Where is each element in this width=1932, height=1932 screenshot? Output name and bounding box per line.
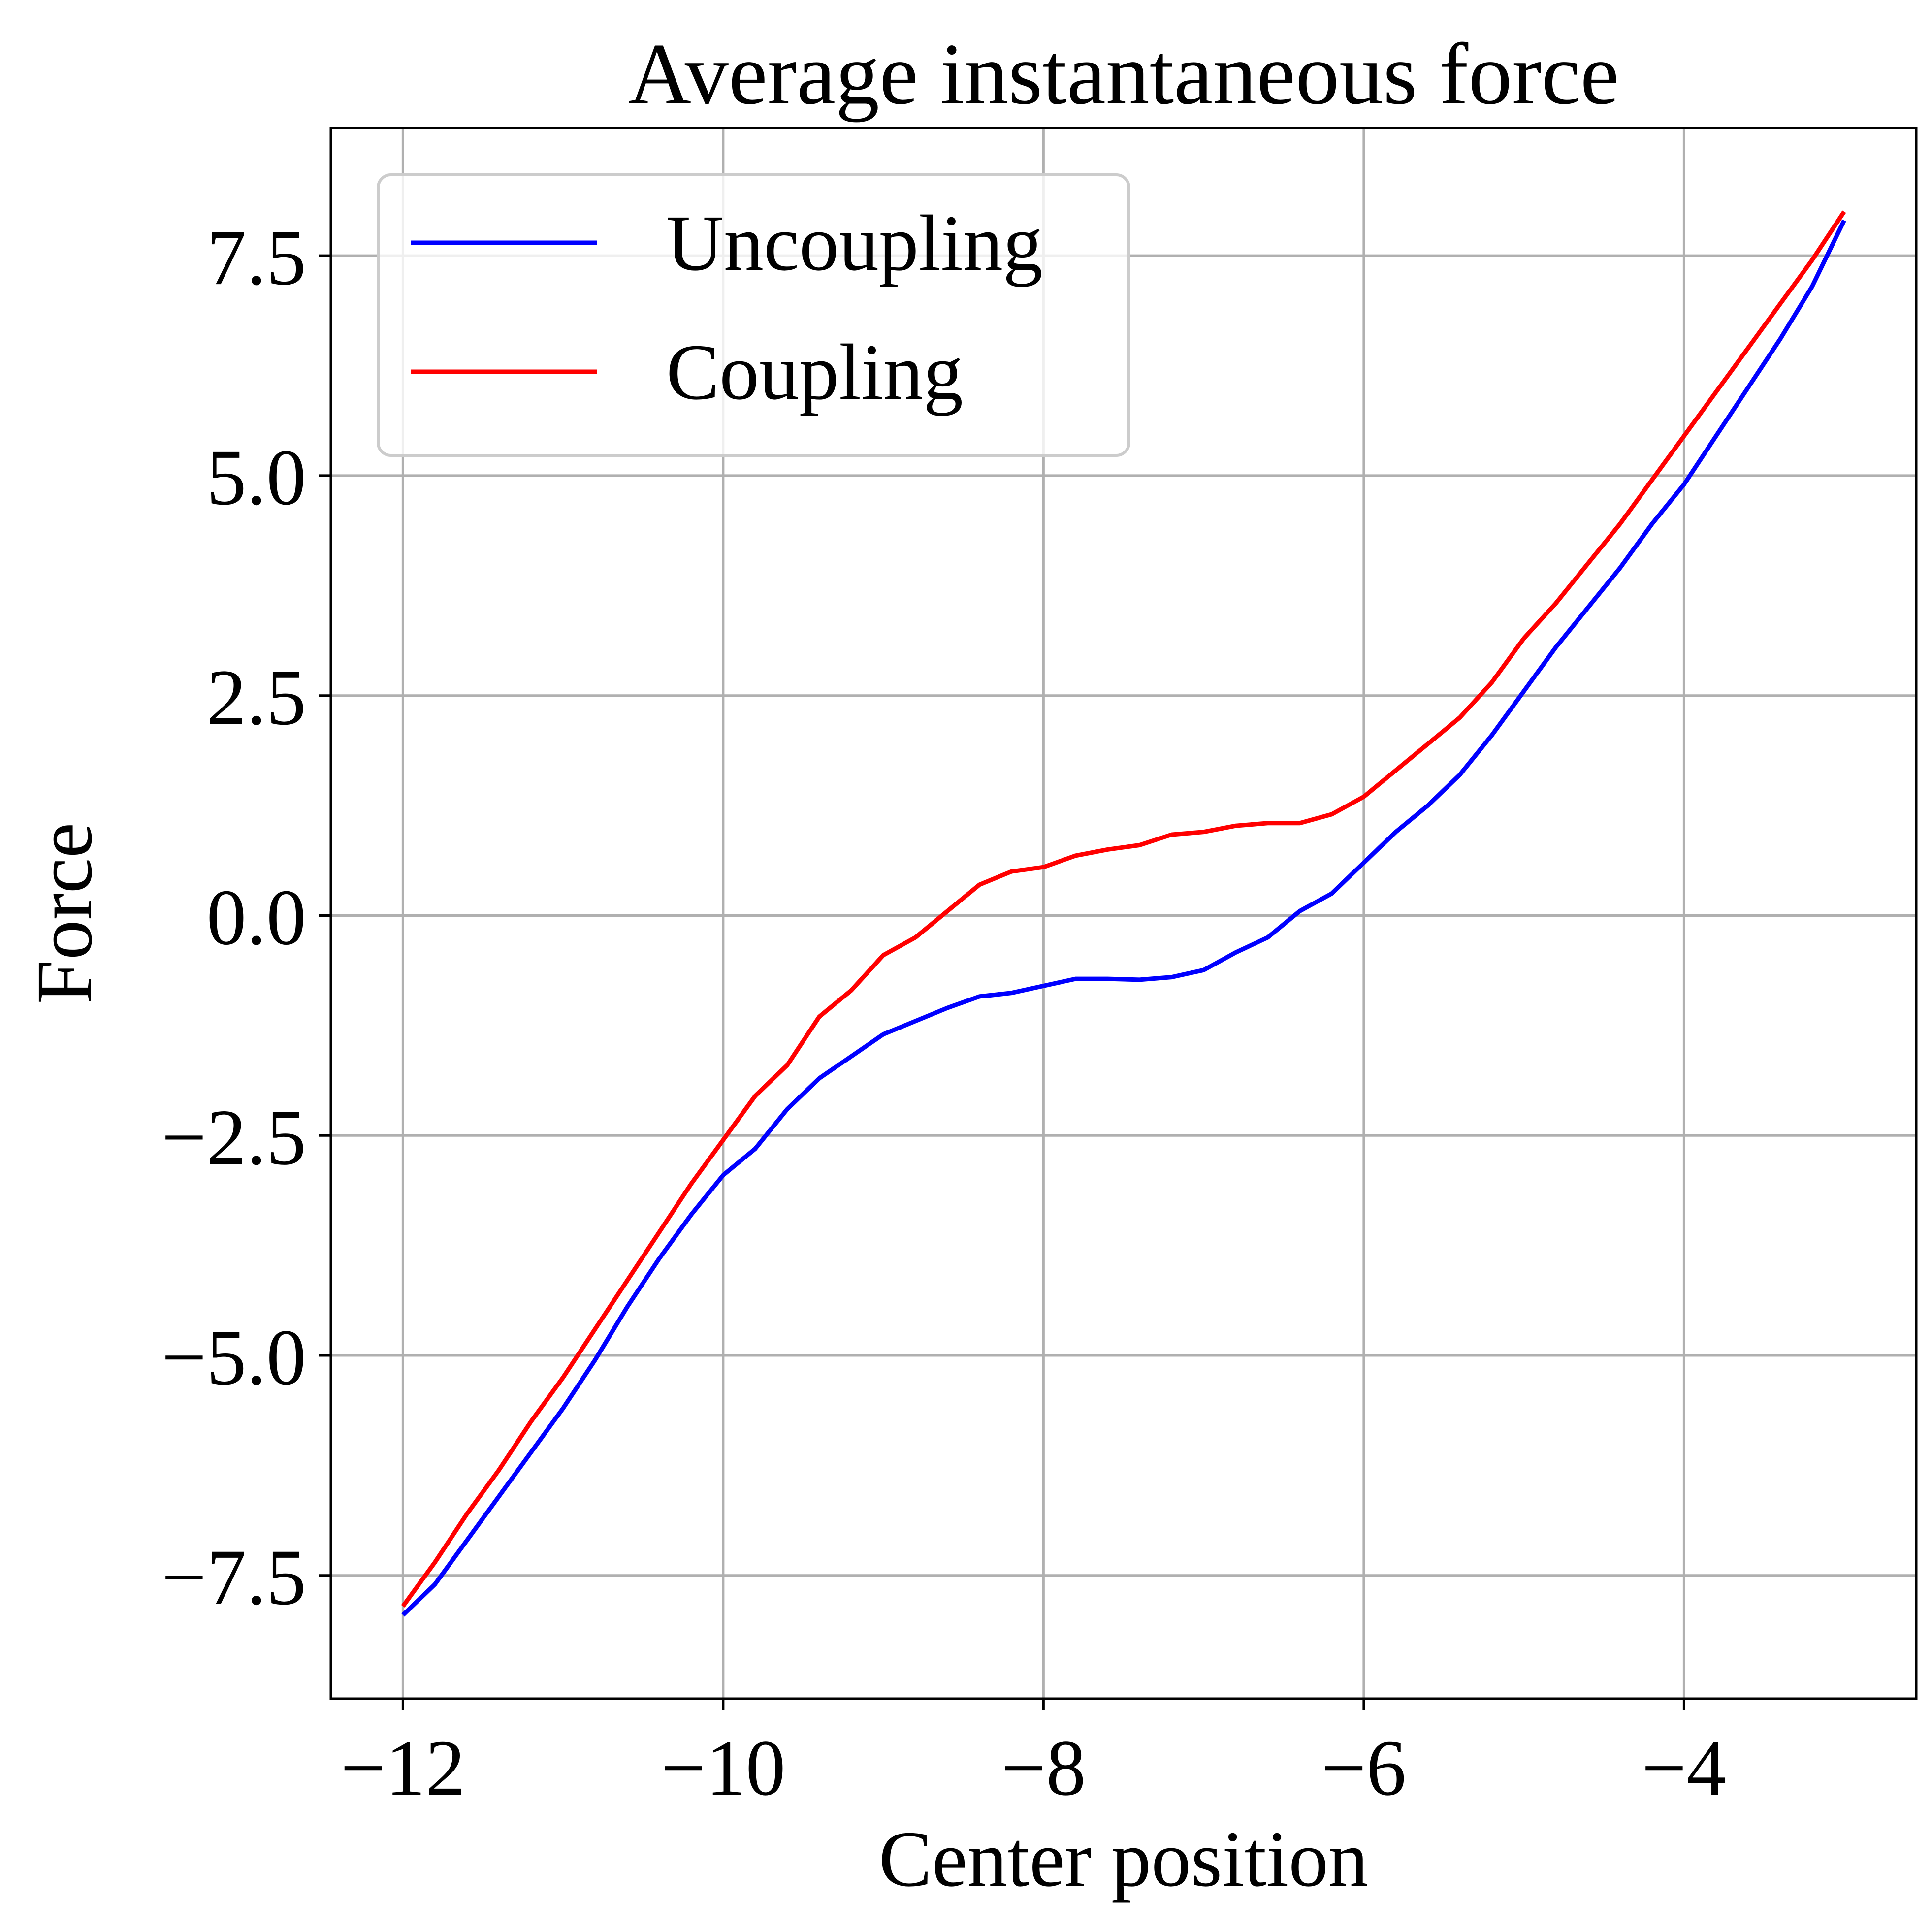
y-tick-label: 0.0 <box>207 873 307 962</box>
y-tick-label: 2.5 <box>207 654 307 742</box>
series-line-uncoupling <box>401 219 1846 1617</box>
y-tick-label: 7.5 <box>207 214 307 302</box>
y-tick-label: −2.5 <box>161 1094 306 1182</box>
axis-ticks: −12 −10 −8 −6 −4 −7.5 −5.0 −2.5 0.0 2.5 5.0 7.5 <box>161 214 1726 1812</box>
x-tick-label: −8 <box>1001 1724 1086 1812</box>
y-tick-label: −7.5 <box>161 1534 306 1622</box>
legend-label-coupling: Coupling <box>666 328 963 417</box>
x-tick-label: −12 <box>341 1724 465 1812</box>
y-tick-label: 5.0 <box>207 434 307 522</box>
series-line-coupling <box>401 210 1846 1608</box>
legend-label-uncoupling: Uncoupling <box>666 199 1043 288</box>
x-tick-label: −6 <box>1321 1724 1406 1812</box>
chart-title: Average instantaneous force <box>628 25 1619 123</box>
legend: Uncoupling Coupling <box>377 173 1130 457</box>
series-lines <box>401 210 1846 1617</box>
plot-frame <box>329 127 1918 1700</box>
y-axis-label: Force <box>21 823 109 1004</box>
x-axis-label: Center position <box>879 1815 1368 1903</box>
x-tick-label: −4 <box>1642 1724 1726 1812</box>
x-tick-label: −10 <box>661 1724 785 1812</box>
y-tick-label: −5.0 <box>161 1314 306 1402</box>
